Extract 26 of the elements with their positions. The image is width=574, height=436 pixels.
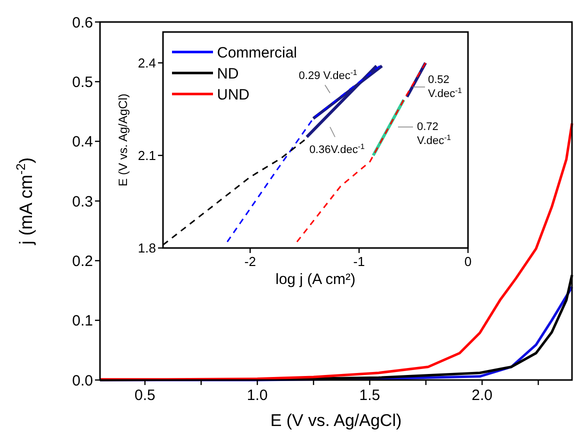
y-tick-label: 2.4	[138, 55, 156, 70]
y-tick-label: 2.1	[138, 148, 156, 163]
legend-label: UND	[217, 86, 250, 104]
y-tick-label: 0.0	[72, 372, 93, 390]
x-axis-title: E (V vs. Ag/AgCl)	[270, 411, 402, 430]
annotation: 0.36V.dec$^{-1}$	[309, 142, 365, 156]
annotation: 0.52 V.dec$^{-1}$	[428, 74, 462, 100]
x-tick-label: 0	[464, 254, 472, 269]
legend-label: Commercial	[217, 44, 298, 62]
x-axis-title: log j (A cm²)	[275, 271, 356, 288]
annotation: 0.29 V.dec$^{-1}$	[298, 68, 358, 82]
x-tick-label: 1.5	[359, 387, 380, 404]
x-tick-label: -1	[353, 254, 365, 269]
x-tick-label: 1.0	[246, 387, 268, 404]
y-tick-label: 0.4	[72, 134, 93, 151]
y-tick-label: 0.2	[72, 252, 93, 270]
legend-label: ND	[217, 65, 239, 82]
y-tick-label: 1.8	[138, 240, 156, 256]
y-axis-title: E (V vs. Ag/AgCl)	[116, 94, 130, 186]
y-tick-label: 0.5	[72, 74, 93, 91]
y-tick-label: 0.3	[72, 193, 93, 210]
y-tick-label: 0.1	[72, 312, 93, 330]
x-tick-label: -2	[244, 254, 256, 269]
y-tick-label: 0.6	[72, 14, 93, 32]
x-tick-label: 2.0	[472, 387, 493, 404]
annotation: 0.72 V.dec$^{-1}$	[417, 121, 451, 147]
